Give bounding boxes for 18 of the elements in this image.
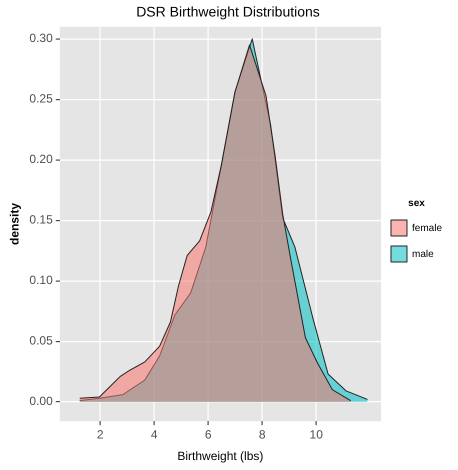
y-tick-label: 0.30 [29, 31, 54, 46]
y-axis-title: density [8, 202, 22, 246]
x-tick-label: 8 [258, 428, 266, 442]
y-tick-label: 0.10 [29, 273, 54, 288]
legend-label: female [412, 222, 442, 234]
x-tick-label: 4 [150, 428, 158, 442]
chart-title: DSR Birthweight Distributions [136, 3, 320, 20]
x-tick-label: 10 [310, 428, 324, 442]
y-tick-label: 0.05 [29, 334, 54, 348]
x-axis-title: Birthweight (lbs) [177, 449, 264, 464]
y-tick-label: 0.20 [29, 152, 54, 166]
y-tick-label: 0.15 [29, 212, 54, 227]
y-tick-label: 0.25 [29, 92, 54, 106]
x-tick-label: 2 [96, 428, 104, 442]
x-tick-label: 6 [204, 428, 212, 442]
legend-title: sex [408, 198, 426, 209]
legend-label: male [412, 248, 434, 260]
y-tick-label: 0.00 [29, 394, 54, 408]
